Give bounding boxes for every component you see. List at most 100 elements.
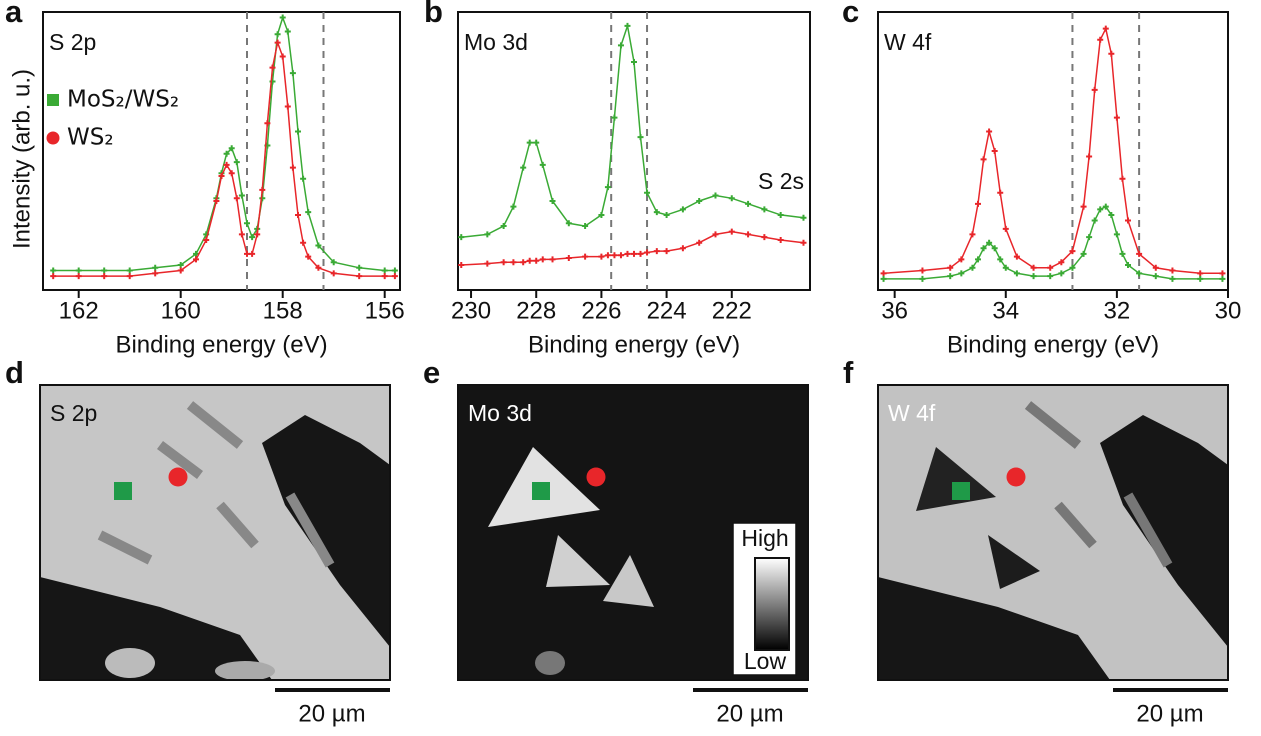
- data-point: [947, 264, 954, 271]
- data-point: [75, 267, 82, 274]
- legend-marker: [46, 131, 60, 145]
- data-point: [274, 39, 281, 46]
- panel-title: Mo 3d: [464, 29, 528, 55]
- data-point: [381, 267, 388, 274]
- data-point: [152, 264, 159, 271]
- data-point: [745, 231, 752, 238]
- data-point: [1125, 217, 1131, 224]
- data-point: [50, 273, 57, 280]
- data-point: [1097, 36, 1104, 43]
- data-point: [624, 22, 631, 29]
- location-marker: [532, 482, 550, 500]
- data-point: [233, 159, 240, 166]
- image-region: [105, 648, 155, 678]
- x-tick-label: 162: [59, 297, 99, 324]
- location-marker: [114, 482, 132, 500]
- data-point: [1013, 270, 1020, 277]
- data-point: [510, 203, 517, 210]
- y-axis-label: Intensity (arb. u.): [8, 69, 35, 249]
- x-tick-label: 30: [1215, 297, 1242, 324]
- data-point: [289, 164, 296, 171]
- panel-label: d: [5, 355, 24, 390]
- data-point: [1152, 264, 1159, 271]
- data-point: [50, 267, 57, 274]
- x-axis-label: Binding energy (eV): [947, 331, 1159, 358]
- image-region: [916, 447, 996, 511]
- panel-label: e: [423, 355, 440, 390]
- x-tick-label: 158: [263, 297, 303, 324]
- data-point: [1097, 206, 1104, 213]
- data-point: [1125, 261, 1131, 268]
- data-point: [233, 195, 240, 202]
- data-point: [880, 270, 887, 277]
- data-point: [1080, 203, 1087, 210]
- panel-label: f: [843, 355, 854, 390]
- data-point: [1219, 275, 1226, 282]
- data-point: [991, 245, 998, 252]
- data-point: [1136, 250, 1143, 257]
- data-point: [152, 270, 159, 277]
- data-point: [315, 242, 322, 249]
- data-point: [203, 236, 210, 243]
- data-point: [777, 236, 784, 243]
- data-point: [663, 248, 670, 255]
- image-panel: d S 2p 20 µm: [5, 355, 391, 727]
- x-tick-label: 230: [451, 297, 491, 324]
- data-point: [1113, 114, 1120, 121]
- data-point: [598, 253, 605, 260]
- x-axis-label: Binding energy (eV): [115, 331, 327, 358]
- location-marker: [586, 467, 606, 487]
- legend-label: WS₂: [67, 125, 114, 151]
- data-point: [644, 249, 651, 256]
- data-point: [228, 170, 235, 177]
- data-point: [238, 192, 245, 199]
- image-panel: e Mo 3d 20 µm High Low: [423, 355, 809, 727]
- panel-label: b: [424, 0, 443, 29]
- series-line: [883, 26, 1223, 275]
- data-point: [696, 239, 703, 246]
- image-panel: f W 4f 20 µm: [843, 355, 1229, 727]
- data-point: [712, 231, 719, 238]
- data-point: [126, 273, 133, 280]
- data-point: [305, 209, 312, 216]
- data-point: [1102, 203, 1109, 210]
- data-point: [510, 259, 517, 266]
- data-point: [980, 156, 987, 163]
- data-point: [1108, 50, 1115, 57]
- data-point: [611, 252, 618, 259]
- data-point: [1086, 153, 1093, 160]
- data-point: [1113, 231, 1120, 238]
- series-line: [53, 15, 395, 272]
- data-point: [1152, 273, 1159, 280]
- data-point: [244, 220, 250, 227]
- data-point: [1080, 250, 1087, 257]
- data-point: [391, 273, 398, 280]
- data-point: [1002, 264, 1009, 271]
- data-point: [300, 239, 307, 246]
- data-point: [986, 239, 993, 246]
- image-region: [1024, 401, 1173, 568]
- data-point: [520, 259, 527, 266]
- data-point: [458, 261, 465, 268]
- data-point: [177, 267, 184, 274]
- data-point: [728, 228, 735, 235]
- data-point: [126, 267, 133, 274]
- data-point: [604, 252, 611, 259]
- data-point: [728, 195, 735, 202]
- data-point: [249, 250, 256, 257]
- data-point: [458, 234, 465, 241]
- data-point: [500, 223, 507, 230]
- data-point: [565, 220, 572, 227]
- x-tick-label: 228: [516, 297, 556, 324]
- x-tick-label: 36: [881, 297, 908, 324]
- data-point: [177, 261, 184, 268]
- data-point: [631, 59, 637, 66]
- data-point: [1030, 264, 1037, 271]
- scale-bar-label: 20 µm: [1136, 700, 1203, 727]
- data-point: [269, 64, 276, 71]
- annotation: S 2s: [758, 168, 804, 194]
- data-point: [315, 264, 322, 271]
- plot-frame: [42, 11, 401, 291]
- data-point: [975, 256, 981, 263]
- x-tick-label: 160: [161, 297, 201, 324]
